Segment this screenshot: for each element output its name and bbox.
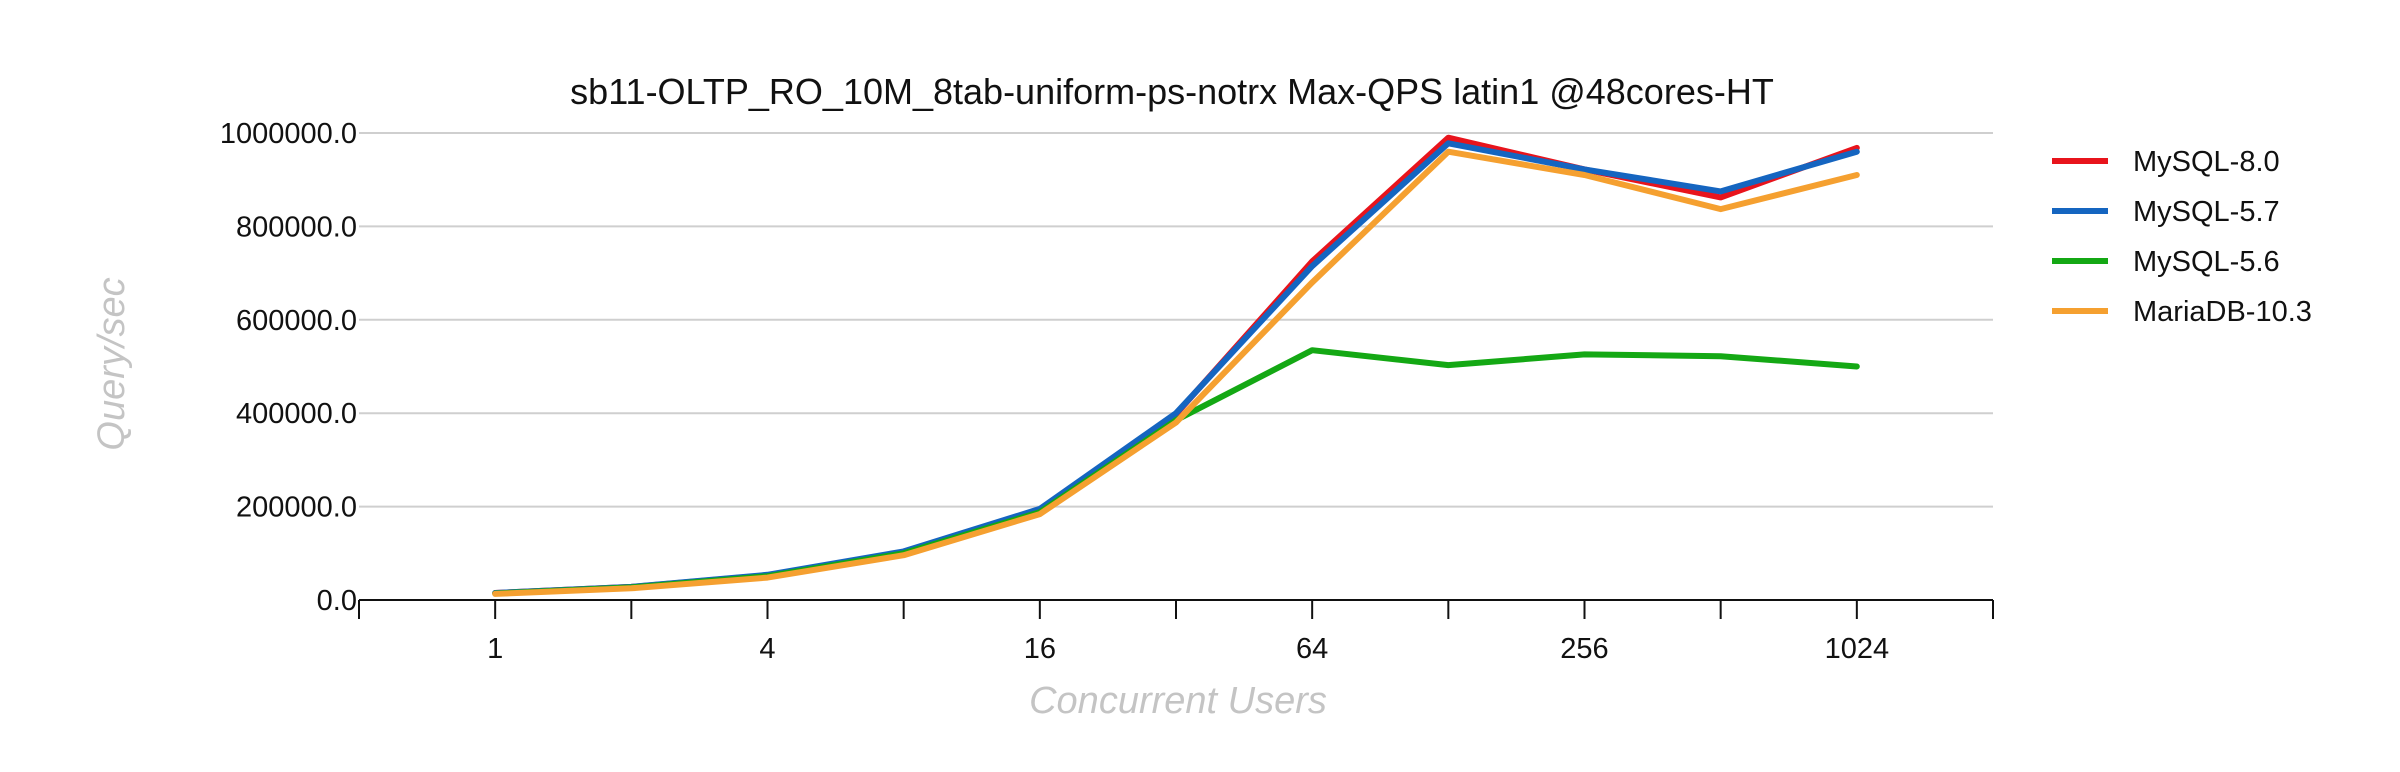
- y-tick-label: 800000.0: [236, 211, 357, 243]
- axes: 0.0 200000.0 400000.0 600000.0 800000.0 10000…: [220, 118, 1994, 665]
- legend-label: MySQL-5.7: [2133, 196, 2280, 228]
- y-tick-label: 0.0: [317, 585, 357, 617]
- y-axis-title: Query/sec: [91, 277, 133, 450]
- legend: MySQL-8.0 MySQL-5.7 MySQL-5.6 MariaDB-10.3: [2052, 146, 2312, 328]
- legend-label: MySQL-5.6: [2133, 246, 2280, 278]
- legend-label: MySQL-8.0: [2133, 146, 2280, 178]
- series-lines: [492, 134, 1860, 597]
- x-tick-label: 256: [1560, 633, 1608, 665]
- x-tick-label: 64: [1296, 633, 1328, 665]
- gridlines: [359, 132, 1993, 508]
- x-axis-title: Concurrent Users: [1029, 680, 1327, 722]
- series-line-mysql-5-6: [492, 347, 1860, 597]
- series-line-mysql-5-7: [492, 140, 1860, 596]
- chart-title: sb11-OLTP_RO_10M_8tab-uniform-ps-notrx M…: [570, 71, 1774, 112]
- series-line-mariadb-10-3: [492, 148, 1860, 597]
- legend-label: MariaDB-10.3: [2133, 296, 2312, 328]
- y-tick-label: 1000000.0: [220, 118, 357, 150]
- x-tick-label: 16: [1024, 633, 1056, 665]
- x-tick-label: 1024: [1825, 633, 1890, 665]
- x-tick-label: 1: [487, 633, 503, 665]
- y-tick-label: 200000.0: [236, 492, 357, 524]
- y-tick-label: 600000.0: [236, 305, 357, 337]
- x-tick-label: 4: [759, 633, 775, 665]
- y-tick-label: 400000.0: [236, 398, 357, 430]
- series-line-mysql-8-0: [492, 134, 1860, 596]
